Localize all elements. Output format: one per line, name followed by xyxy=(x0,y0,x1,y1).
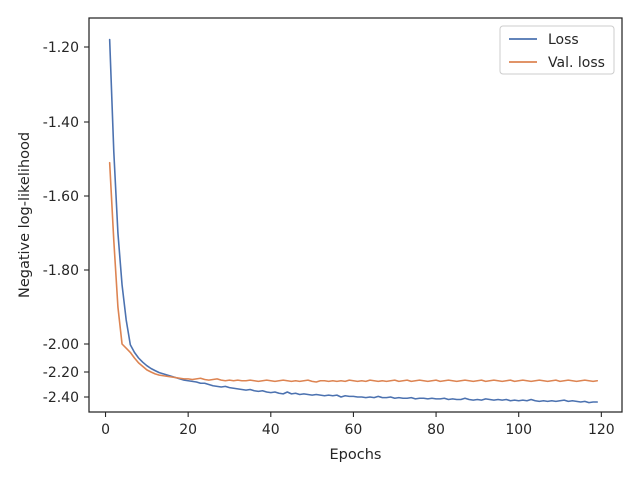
x-tick-label: 80 xyxy=(427,422,445,438)
x-tick-label: 60 xyxy=(345,422,363,438)
x-axis-label: Epochs xyxy=(330,447,382,463)
x-tick-label: 40 xyxy=(262,422,280,438)
y-tick-label: -1.20 xyxy=(43,40,79,56)
legend-entry-label: Loss xyxy=(548,32,579,48)
y-tick-label: -1.40 xyxy=(43,115,79,131)
y-axis-label: Negative log-likelihood xyxy=(17,132,33,298)
legend: Loss Val. loss xyxy=(499,25,615,75)
x-tick-label: 0 xyxy=(101,422,110,438)
series-line-loss xyxy=(108,38,599,404)
legend-entry-label: Val. loss xyxy=(548,55,605,71)
y-axis: -1.20 -1.40 -1.60 -1.80 -2.00 -2.20 -2.40 xyxy=(43,40,89,406)
y-tick-label: -2.00 xyxy=(43,337,79,353)
y-tick-label: -2.20 xyxy=(43,365,79,381)
x-tick-label: 20 xyxy=(179,422,197,438)
y-tick-label: -1.80 xyxy=(43,263,79,279)
y-tick-label: -1.60 xyxy=(43,189,79,205)
x-tick-label: 120 xyxy=(588,422,615,438)
y-tick-label: -2.40 xyxy=(43,390,79,406)
x-axis: 0 20 40 60 80 100 120 xyxy=(101,412,615,438)
series-layer xyxy=(108,38,599,404)
plot-area-frame xyxy=(88,17,623,413)
series-line-val-loss xyxy=(108,161,599,383)
x-tick-label: 100 xyxy=(505,422,532,438)
